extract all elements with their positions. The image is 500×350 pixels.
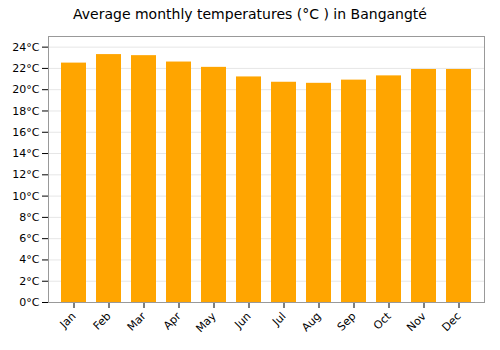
svg-text:Apr: Apr (161, 309, 184, 332)
svg-text:Nov: Nov (404, 309, 429, 334)
svg-text:Aug: Aug (299, 310, 323, 334)
svg-text:10°C: 10°C (12, 190, 39, 203)
svg-text:Sep: Sep (335, 310, 359, 334)
svg-text:Jun: Jun (232, 310, 254, 332)
svg-text:12°C: 12°C (12, 168, 39, 181)
svg-text:May: May (193, 309, 219, 335)
svg-text:18°C: 18°C (12, 105, 39, 118)
svg-text:8°C: 8°C (19, 211, 39, 224)
svg-text:20°C: 20°C (12, 83, 39, 96)
svg-text:Jan: Jan (57, 310, 79, 332)
svg-text:Feb: Feb (91, 310, 114, 333)
svg-text:14°C: 14°C (12, 147, 39, 160)
svg-text:4°C: 4°C (19, 253, 39, 266)
svg-text:Dec: Dec (439, 310, 463, 334)
svg-text:2°C: 2°C (19, 275, 39, 288)
svg-text:22°C: 22°C (12, 62, 39, 75)
svg-text:Mar: Mar (125, 309, 149, 333)
svg-text:16°C: 16°C (12, 126, 39, 139)
svg-text:24°C: 24°C (12, 41, 39, 54)
svg-text:0°C: 0°C (19, 296, 39, 309)
svg-text:Oct: Oct (371, 309, 394, 332)
html-text:Average monthly temperatures (: Average monthly temperatures (°C ) in Ba… (73, 6, 427, 22)
svg-text:Jul: Jul (269, 310, 288, 329)
svg-text:6°C: 6°C (19, 232, 39, 245)
